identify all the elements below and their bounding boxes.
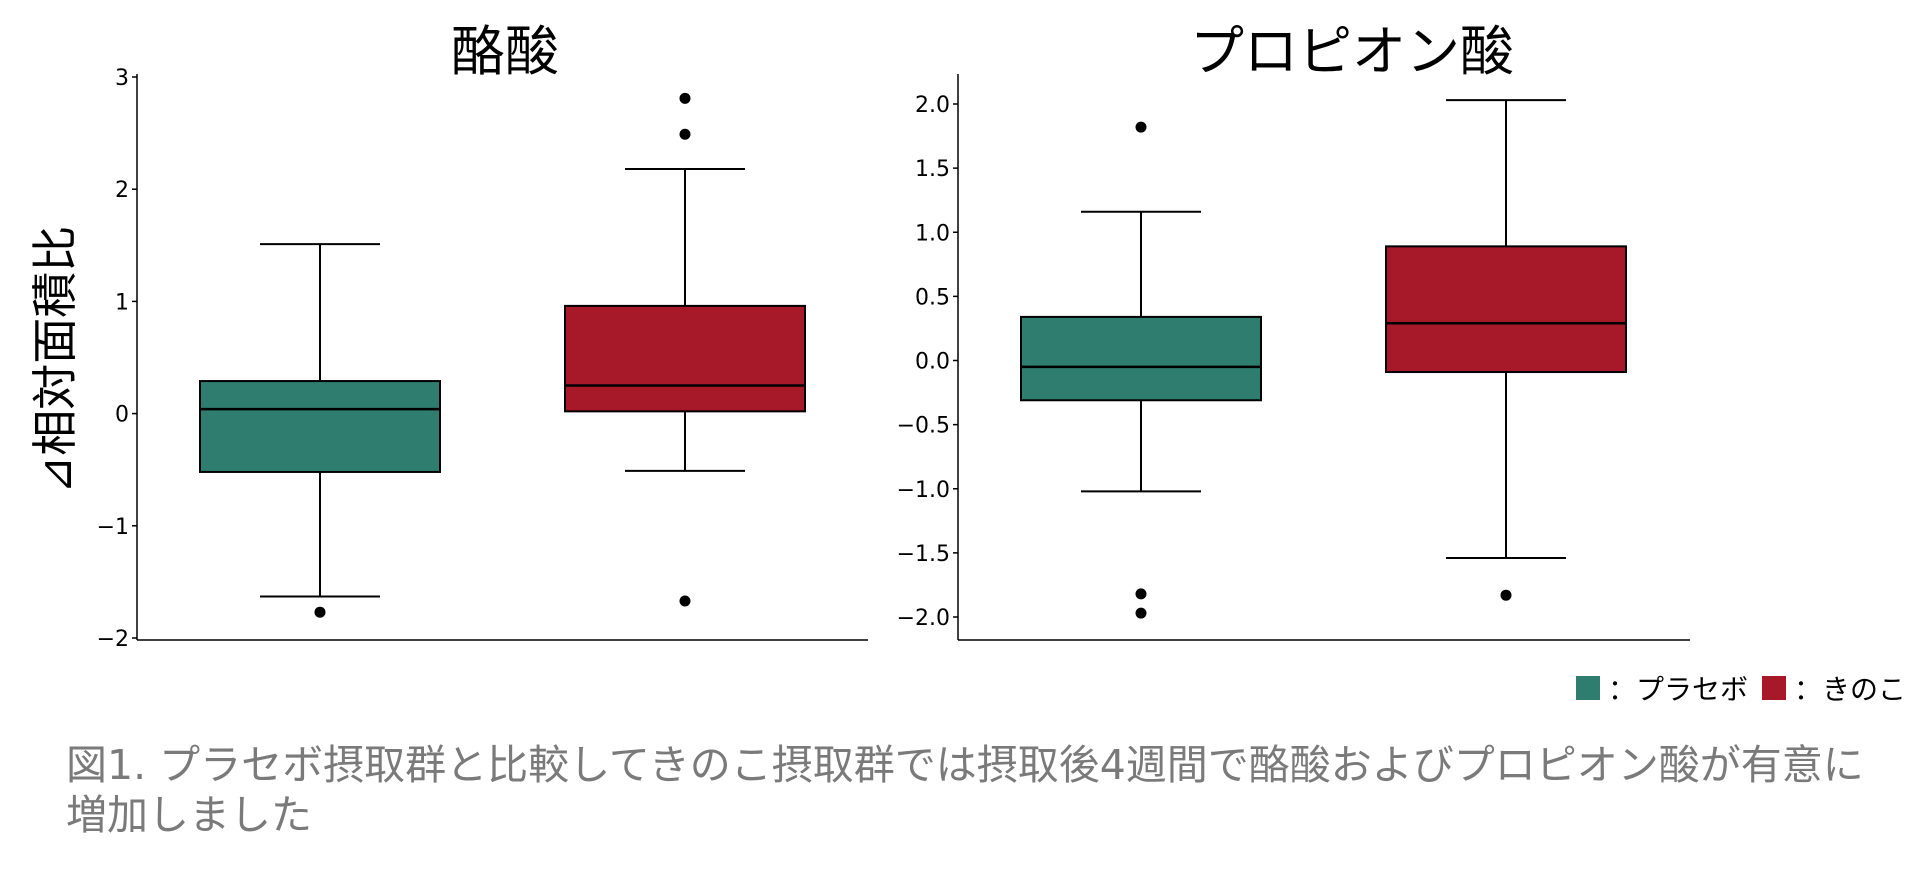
y-tick-label: −2 [97, 627, 129, 652]
legend-swatch-placebo [1575, 676, 1600, 700]
outlier-point [314, 606, 326, 618]
y-axis-label-container: ⊿相対面積比 [22, 226, 82, 495]
legend-item-placebo: ：プラセボ [1575, 668, 1748, 708]
legend-item-mushroom: ：きのこ [1761, 668, 1906, 708]
outlier-point [1500, 589, 1512, 601]
y-tick-label: 0 [115, 403, 129, 428]
panel-title: 酪酸 [451, 20, 559, 83]
outlier-point [679, 128, 691, 140]
y-tick-label: 3 [115, 66, 129, 91]
y-tick-label: −1.5 [897, 542, 950, 567]
panel-title: プロピオン酸 [1190, 20, 1514, 83]
box-mushroom [1385, 245, 1627, 374]
y-tick-label: −1.0 [897, 478, 950, 503]
outlier-point [1135, 588, 1147, 600]
legend: ：プラセボ ：きのこ [1562, 668, 1906, 708]
y-tick-label: 2.0 [915, 93, 950, 118]
y-tick-label: 1.5 [915, 157, 950, 182]
legend-label-mushroom: ：きのこ [1793, 673, 1906, 706]
outlier-point [679, 92, 691, 104]
y-tick-label: 0.5 [915, 285, 950, 310]
y-tick-label: 1 [115, 290, 129, 315]
y-tick-label: −1 [97, 515, 129, 540]
outlier-point [1135, 121, 1147, 133]
outlier-point [679, 595, 691, 607]
legend-swatch-mushroom [1761, 676, 1786, 700]
y-tick-label: 1.0 [915, 221, 950, 246]
y-axis-label: ⊿相対面積比 [28, 225, 82, 495]
y-tick-label: 0.0 [915, 350, 950, 375]
box-placebo [199, 380, 441, 473]
y-tick-label: −0.5 [897, 414, 950, 439]
box-mushroom [564, 304, 806, 413]
y-tick-label: 2 [115, 178, 129, 203]
box-placebo [1020, 315, 1262, 402]
figure-caption: 図1. プラセボ摂取群と比較してきのこ摂取群では摂取後4週間で酪酸およびプロピオ… [66, 741, 1864, 839]
outlier-point [1135, 607, 1147, 619]
y-tick-label: −2.0 [897, 606, 950, 631]
legend-label-placebo: ：プラセボ [1607, 673, 1748, 706]
